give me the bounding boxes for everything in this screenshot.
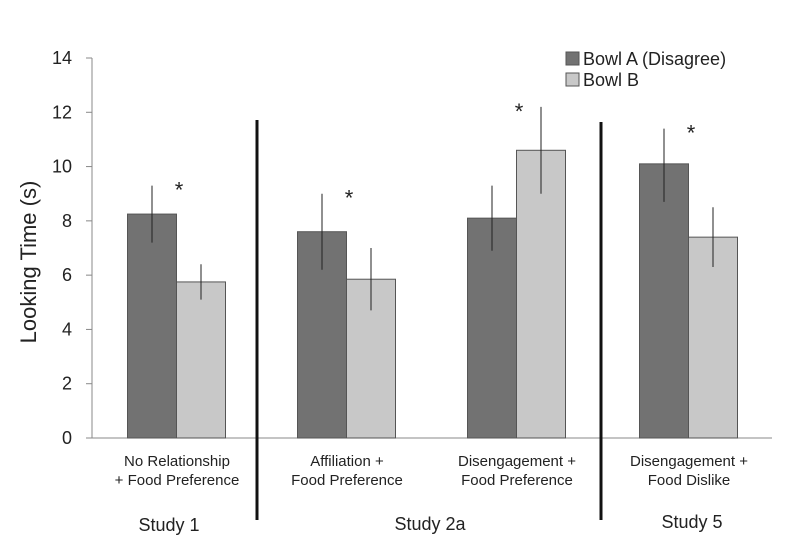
- legend: Bowl A (Disagree)Bowl B: [565, 49, 726, 90]
- significance-star: *: [687, 121, 696, 146]
- x-tick-label: Food Preference: [461, 472, 573, 489]
- x-tick-labels: No Relationship + Food Preference Affiliat…: [115, 453, 749, 489]
- study-label: Study 5: [661, 512, 722, 532]
- x-tick-label: No Relationship: [124, 453, 230, 470]
- bar: [467, 217, 517, 439]
- bar: [176, 281, 226, 439]
- study-labels: Study 1 Study 2a Study 5: [138, 512, 722, 535]
- study-label: Study 1: [138, 515, 199, 535]
- error-bars: [151, 106, 714, 311]
- y-tick-label: 6: [62, 265, 72, 285]
- significance-markers: * * * *: [175, 99, 696, 211]
- legend-label: Bowl B: [583, 70, 639, 90]
- y-tick-label: 0: [62, 428, 72, 448]
- study-label: Study 2a: [394, 514, 466, 534]
- x-tick-label: Disengagement +: [630, 453, 748, 470]
- x-tick-label: Food Preference: [291, 472, 403, 489]
- y-axis-title: Looking Time (s): [16, 181, 41, 344]
- y-tick-label: 14: [52, 48, 72, 68]
- bar: [688, 236, 738, 439]
- x-tick-label: + Food Preference: [115, 472, 240, 489]
- study-separators: [255, 120, 603, 520]
- x-tick-label: Food Dislike: [648, 472, 731, 489]
- significance-star: *: [175, 178, 184, 203]
- legend-label: Bowl A (Disagree): [583, 49, 726, 69]
- bar: [127, 213, 177, 439]
- y-tick-label: 10: [52, 157, 72, 177]
- bars: [127, 149, 738, 439]
- y-tick-label: 8: [62, 211, 72, 231]
- y-ticks: 0 2 4 6 8 10 12 14: [52, 48, 92, 448]
- x-tick-label: Disengagement +: [458, 453, 576, 470]
- significance-star: *: [515, 99, 524, 124]
- significance-star: *: [345, 186, 354, 211]
- legend-swatch: [565, 51, 580, 66]
- y-tick-label: 4: [62, 319, 72, 339]
- x-tick-label: Affiliation +: [310, 453, 384, 470]
- legend-swatch: [565, 72, 580, 87]
- y-tick-label: 12: [52, 102, 72, 122]
- y-tick-label: 2: [62, 374, 72, 394]
- bar: [639, 163, 689, 439]
